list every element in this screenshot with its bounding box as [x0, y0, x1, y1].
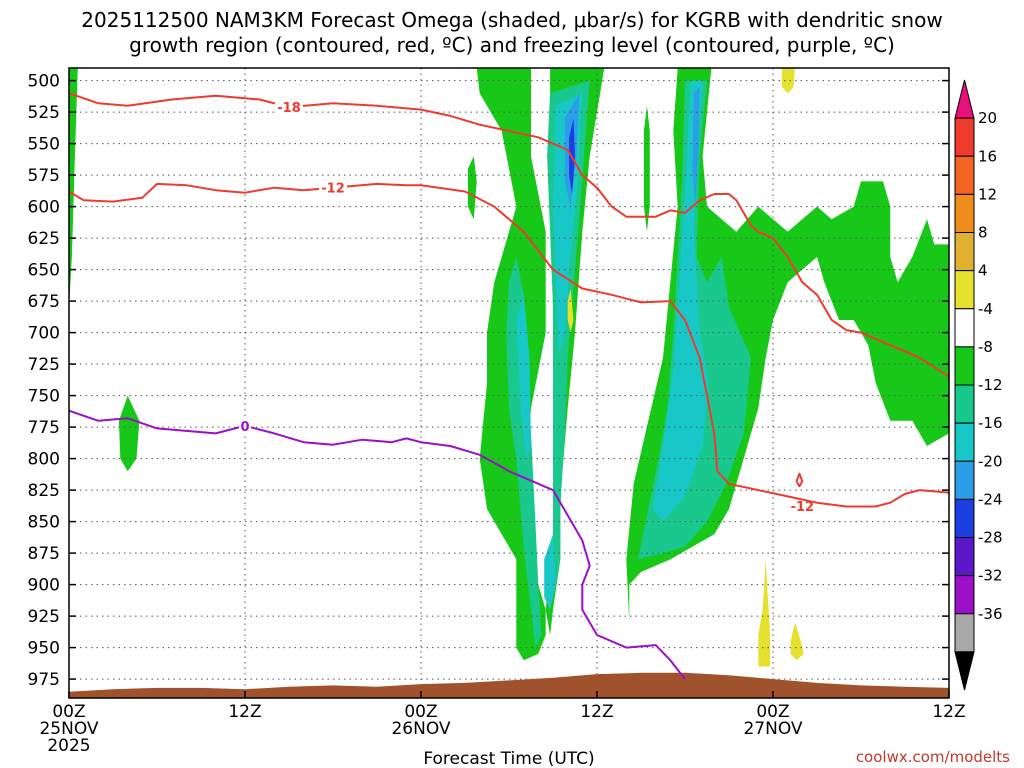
- credit-text[interactable]: coolwx.com/modelts: [856, 748, 1010, 766]
- colorbar-label: -12: [978, 376, 1003, 394]
- colorbar-segment: [954, 460, 975, 500]
- contour-label-bg: [275, 99, 303, 115]
- omega-area-neg4: [643, 105, 650, 232]
- x-tick-label: 2025: [47, 736, 90, 756]
- colorbar-label: -4: [978, 300, 993, 318]
- colorbar-label: 16: [978, 147, 997, 165]
- colorbar-segment: [954, 155, 975, 195]
- y-tick-label: 575: [28, 166, 60, 186]
- y-tick-label: 550: [28, 135, 60, 155]
- x-tick-label: 25NOV: [39, 719, 98, 739]
- colorbar-segment: [954, 79, 975, 119]
- colorbar-segment: [954, 384, 975, 424]
- y-tick-label: 625: [28, 229, 60, 249]
- colorbar-segment: [954, 498, 975, 538]
- colorbar-segment: [954, 117, 975, 157]
- omega-area-neg4: [118, 395, 140, 472]
- y-tick-label: 975: [28, 670, 60, 690]
- colorbar-label: 20: [978, 109, 997, 127]
- colorbar-segment: [954, 575, 975, 615]
- colorbar-segment: [954, 651, 975, 691]
- omega-area-neg12: [544, 534, 556, 610]
- contour-label: -18: [277, 101, 301, 116]
- x-tick-label: 12Z: [228, 702, 261, 722]
- colorbar-segment: [954, 613, 975, 653]
- x-tick-label: 12Z: [580, 702, 613, 722]
- contour-label-bg: [319, 179, 347, 195]
- y-tick-label: 675: [28, 292, 60, 312]
- y-tick-label: 700: [28, 324, 60, 344]
- contour-line-0: [69, 409, 686, 680]
- y-axis: 500 525 550 575 600 625 650 675 700 725 750 775 800 8…: [28, 72, 949, 690]
- x-tick-label: 26NOV: [391, 719, 450, 739]
- omega-area-neg4: [467, 156, 477, 220]
- colorbar-label: 4: [978, 262, 988, 280]
- y-tick-label: 725: [28, 355, 60, 375]
- y-tick-label: 750: [28, 387, 60, 407]
- colorbar-label: -36: [978, 605, 1003, 623]
- colorbar-label: -20: [978, 452, 1003, 470]
- y-tick-label: 600: [28, 198, 60, 218]
- grid-lines: [68, 68, 950, 698]
- colorbar-segment: [954, 537, 975, 577]
- colorbar-label: 8: [978, 224, 988, 242]
- y-tick-label: 500: [28, 72, 60, 92]
- contour-label: -12: [791, 500, 815, 515]
- colorbar-label: -28: [978, 529, 1003, 547]
- omega-area-4: [781, 68, 795, 94]
- omega-area-4: [758, 559, 771, 667]
- y-tick-label: 525: [28, 103, 60, 123]
- x-tick-label: 27NOV: [743, 719, 802, 739]
- colorbar-label: -24: [978, 490, 1003, 508]
- y-tick-label: 925: [28, 607, 60, 627]
- colorbar-segment: [954, 422, 975, 462]
- colorbar-label: -32: [978, 567, 1003, 585]
- omega-area-4: [790, 622, 804, 661]
- title-line-1: 2025112500 NAM3KM Forecast Omega (shaded…: [81, 8, 942, 32]
- colorbar-segment: [954, 308, 975, 348]
- x-tick-label: 00Z: [52, 702, 85, 722]
- y-tick-label: 800: [28, 450, 60, 470]
- y-tick-label: 850: [28, 513, 60, 533]
- omega-area-neg12: [516, 294, 531, 459]
- x-tick-label: 00Z: [404, 702, 437, 722]
- y-tick-label: 950: [28, 639, 60, 659]
- contour-line-neg12: [795, 472, 804, 488]
- x-axis-title: Forecast Time (UTC): [423, 749, 594, 768]
- omega-area-neg4: [69, 68, 78, 308]
- colorbar-segment: [954, 346, 975, 386]
- terrain-area: [69, 672, 949, 698]
- plot-frame: [68, 67, 950, 699]
- y-tick-label: 900: [28, 576, 60, 596]
- contour-line-neg12: [69, 182, 949, 508]
- contours: -18 -12 -12 0: [69, 92, 949, 680]
- contour-label: -12: [321, 182, 345, 197]
- colorbar: 20 16 12 8 4 -4 -8 -12 -16 -20 -24 -28 -32 -36: [954, 79, 1003, 691]
- colorbar-segment: [954, 232, 975, 272]
- omega-shading: [69, 68, 949, 667]
- y-tick-label: 875: [28, 544, 60, 564]
- omega-area-4: [567, 288, 574, 333]
- colorbar-label: -8: [978, 338, 993, 356]
- colorbar-segment: [954, 193, 975, 233]
- contour-label-bg: [239, 417, 251, 433]
- omega-area-neg16: [692, 86, 700, 207]
- contour-line-neg18: [69, 92, 949, 378]
- y-tick-label: 825: [28, 481, 60, 501]
- x-tick-label: 00Z: [756, 702, 789, 722]
- title-line-2: growth region (contoured, red, ºC) and f…: [129, 33, 895, 57]
- y-tick-label: 775: [28, 418, 60, 438]
- omega-area-neg8: [506, 257, 542, 648]
- terrain: [69, 672, 949, 698]
- x-tick-label: 12Z: [932, 702, 965, 722]
- colorbar-label: 12: [978, 185, 997, 203]
- contour-label: 0: [240, 420, 249, 435]
- colorbar-label: -16: [978, 414, 1003, 432]
- y-tick-label: 650: [28, 261, 60, 281]
- colorbar-segment: [954, 270, 975, 310]
- chart-title: 2025112500 NAM3KM Forecast Omega (shaded…: [81, 8, 942, 57]
